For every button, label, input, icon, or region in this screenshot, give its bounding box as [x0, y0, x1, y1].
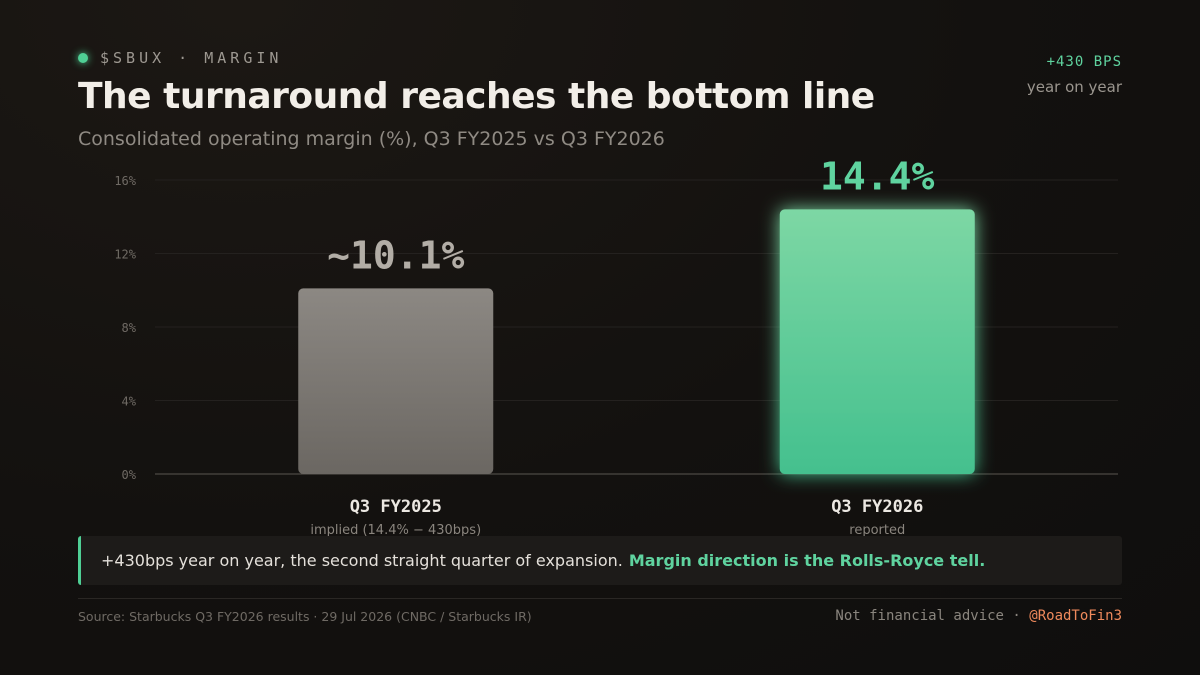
y-tick-label: 16% — [114, 174, 136, 188]
y-tick-label: 8% — [122, 321, 137, 335]
status-dot-icon — [78, 53, 88, 63]
yoy-badge: +430 BPS year on year — [1027, 54, 1122, 96]
y-tick-label: 12% — [114, 248, 136, 262]
source-note: Source: Starbucks Q3 FY2026 results · 29… — [78, 609, 532, 624]
disclaimer: Not financial advice · @RoadToFin3 — [835, 608, 1122, 624]
kicker: $SBUX · MARGIN — [78, 49, 282, 67]
chart-subtitle: Consolidated operating margin (%), Q3 FY… — [78, 128, 665, 150]
callout-box: +430bps year on year, the second straigh… — [78, 536, 1122, 585]
bar-0 — [298, 288, 494, 474]
x-category-sublabel: reported — [849, 523, 905, 538]
author-handle[interactable]: @RoadToFin3 — [1029, 608, 1122, 624]
x-category-label: Q3 FY2025 — [350, 497, 442, 517]
data-label: 14.4% — [820, 154, 935, 198]
yoy-badge-label: year on year — [1026, 78, 1122, 96]
footer-divider — [78, 598, 1122, 599]
chart-title: The turnaround reaches the bottom line — [78, 76, 875, 117]
y-tick-label: 4% — [122, 395, 137, 409]
bar-1 — [779, 209, 975, 474]
x-category-label: Q3 FY2026 — [831, 497, 923, 517]
callout-text: +430bps year on year, the second straigh… — [101, 551, 623, 570]
disclaimer-text: Not financial advice · — [835, 608, 1021, 624]
bar-chart: 0% 4% 8% 12% 16% ~10.1% Q3 FY2025 implied (14.… — [114, 154, 1118, 538]
data-label: ~10.1% — [327, 233, 464, 277]
kicker-text: $SBUX · MARGIN — [100, 49, 283, 67]
y-tick-label: 0% — [122, 468, 137, 482]
x-category-sublabel: implied (14.4% − 430bps) — [310, 523, 481, 538]
callout-highlight: Margin direction is the Rolls-Royce tell… — [628, 551, 986, 570]
yoy-badge-value: +430 BPS — [1046, 54, 1122, 70]
